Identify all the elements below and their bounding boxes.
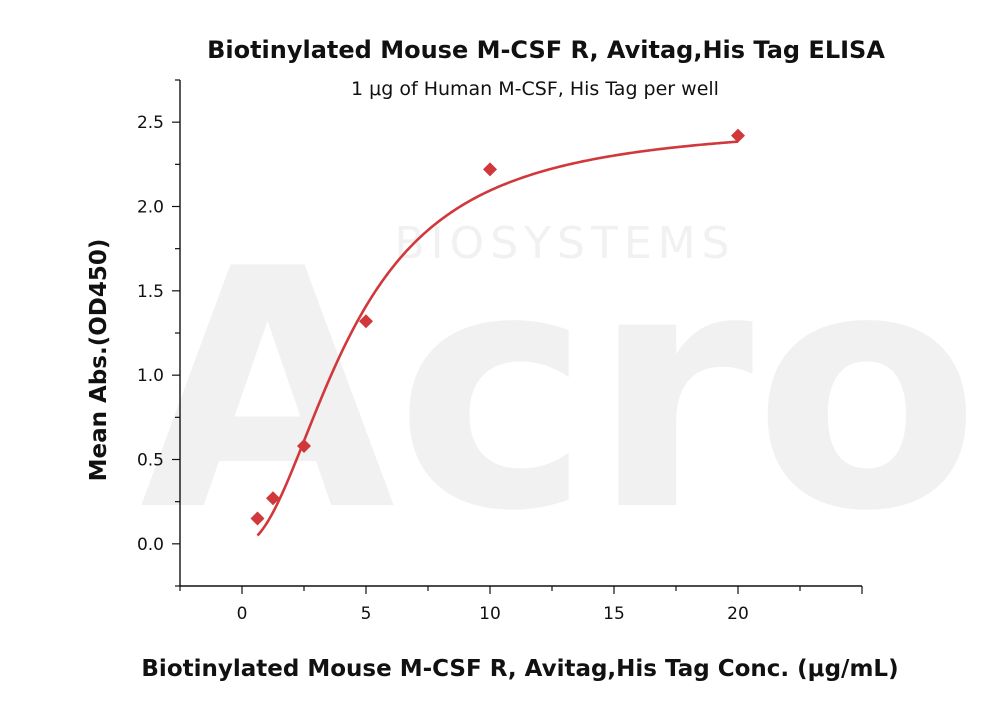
x-tick-label: 5 xyxy=(361,604,372,624)
y-axis-title: Mean Abs.(OD450) xyxy=(86,239,112,482)
x-tick-label: 15 xyxy=(603,604,625,624)
x-tick-label: 20 xyxy=(727,604,749,624)
data-point xyxy=(359,314,373,329)
y-axis-ticks: 0.0 0.5 1.0 1.5 2.0 2.5 xyxy=(137,79,180,587)
chart-title: Biotinylated Mouse M-CSF R, Avitag,His T… xyxy=(207,36,885,64)
watermark-sub: BIOSYSTEMS xyxy=(394,218,735,269)
x-axis-ticks: 0 5 10 15 20 xyxy=(179,586,863,624)
data-point xyxy=(297,439,311,454)
data-point xyxy=(250,511,265,526)
y-tick-label: 0.5 xyxy=(137,451,164,471)
x-tick-label: 0 xyxy=(237,604,248,624)
y-tick-label: 0.0 xyxy=(137,535,164,555)
data-point xyxy=(731,128,745,143)
x-tick-label: 10 xyxy=(479,604,501,624)
data-points xyxy=(250,128,745,526)
watermark-brand: Acro xyxy=(140,199,980,583)
fit-curve-group xyxy=(256,140,739,537)
y-tick-label: 1.0 xyxy=(137,366,164,386)
y-tick-label: 1.5 xyxy=(137,282,164,302)
x-axis-title: Biotinylated Mouse M-CSF R, Avitag,His T… xyxy=(141,656,898,682)
data-point xyxy=(483,162,497,177)
fit-curve xyxy=(256,140,739,537)
data-point xyxy=(266,491,280,506)
chart-subtitle: 1 μg of Human M-CSF, His Tag per well xyxy=(351,78,719,100)
watermark: Acro BIOSYSTEMS xyxy=(140,199,980,583)
y-tick-label: 2.0 xyxy=(137,198,164,218)
y-tick-label: 2.5 xyxy=(137,113,164,133)
